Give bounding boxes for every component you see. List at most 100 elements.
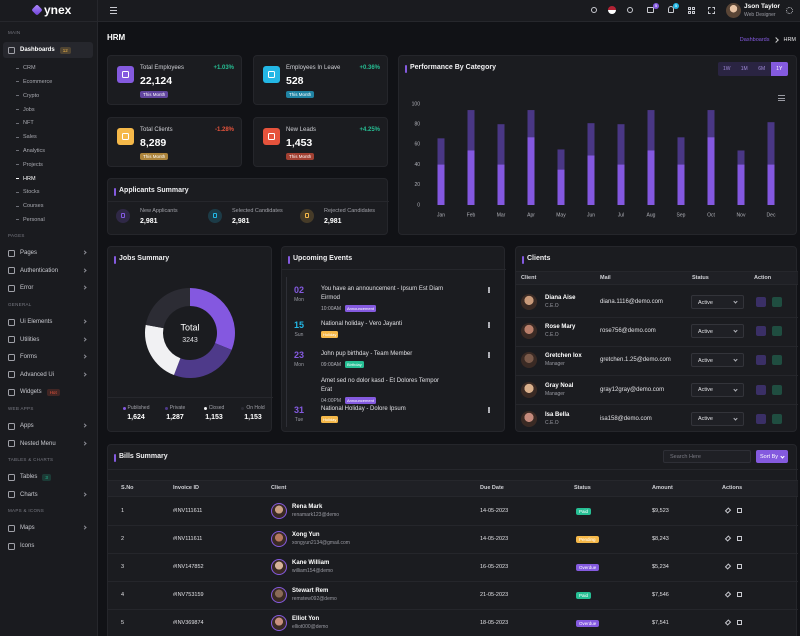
menu-item[interactable]: Widgets Hot: [3, 384, 93, 400]
submenu-item[interactable]: Jobs: [8, 103, 93, 116]
status-select[interactable]: Active: [691, 382, 744, 397]
menu-label[interactable]: Nested Menu: [20, 440, 56, 447]
edit-button[interactable]: [756, 297, 766, 307]
settings-icon[interactable]: [786, 7, 793, 14]
delete-icon[interactable]: [737, 592, 742, 597]
delete-icon[interactable]: [737, 508, 742, 513]
event-menu-dot[interactable]: [488, 322, 490, 324]
event-menu-dot[interactable]: [488, 287, 490, 289]
event-menu-dot[interactable]: [488, 324, 490, 326]
menu-item[interactable]: Authentication: [3, 263, 93, 279]
breadcrumb-link[interactable]: Dashboards: [739, 37, 770, 43]
range-button[interactable]: 6M: [758, 66, 766, 72]
menu-item[interactable]: Tables 3: [3, 469, 93, 485]
sort-button[interactable]: Sort By: [756, 450, 788, 463]
submenu-label[interactable]: Jobs: [23, 106, 35, 113]
submenu-item[interactable]: Projects: [8, 158, 93, 171]
submenu-label[interactable]: CRM: [23, 65, 36, 72]
submenu-item[interactable]: HRM: [8, 172, 93, 185]
menu-item[interactable]: Maps: [3, 520, 93, 536]
submenu-label[interactable]: Personal: [23, 216, 45, 223]
search-icon[interactable]: [591, 7, 597, 13]
menu-toggle-line[interactable]: [110, 7, 117, 8]
delete-button[interactable]: [772, 384, 782, 395]
status-select[interactable]: Active: [691, 324, 744, 339]
menu-toggle-line[interactable]: [110, 13, 117, 14]
menu-item[interactable]: Ui Elements: [3, 314, 93, 330]
submenu-item[interactable]: Ecommerce: [8, 75, 93, 88]
search-input[interactable]: Search Here: [663, 450, 751, 463]
range-button[interactable]: 1W: [723, 66, 731, 72]
submenu-label[interactable]: Crypto: [23, 92, 40, 99]
avatar[interactable]: [726, 3, 741, 18]
delete-button[interactable]: [772, 355, 782, 366]
event-menu-dot[interactable]: [488, 289, 490, 291]
apps-icon-cell[interactable]: [688, 7, 691, 10]
notification-icon[interactable]: [668, 6, 674, 13]
range-button[interactable]: 1M: [740, 66, 748, 72]
status-select[interactable]: Active: [691, 411, 744, 426]
delete-button[interactable]: [772, 413, 782, 424]
menu-item[interactable]: Advanced Ui: [3, 367, 93, 383]
delete-button[interactable]: [772, 297, 782, 307]
submenu-label[interactable]: NFT: [23, 120, 34, 127]
submenu-item[interactable]: Personal: [8, 213, 93, 226]
edit-button[interactable]: [756, 384, 766, 395]
user-name[interactable]: Json Taylor: [744, 3, 781, 10]
menu-item[interactable]: Nested Menu: [3, 436, 93, 452]
submenu-item[interactable]: CRM: [8, 62, 93, 75]
chart-menu-line[interactable]: [778, 97, 785, 99]
status-select[interactable]: Active: [691, 295, 744, 309]
flag-icon[interactable]: [608, 6, 616, 14]
menu-label[interactable]: Maps: [20, 525, 35, 532]
menu-item[interactable]: Error: [3, 280, 93, 296]
submenu-label[interactable]: HRM: [23, 175, 36, 182]
menu-label[interactable]: Tables: [20, 474, 38, 481]
cart-icon[interactable]: [647, 7, 654, 13]
menu-item[interactable]: Icons: [3, 538, 93, 554]
menu-item[interactable]: Pages: [3, 245, 93, 261]
menu-label[interactable]: Forms: [20, 354, 37, 361]
edit-button[interactable]: [756, 355, 766, 366]
delete-icon[interactable]: [737, 564, 742, 569]
submenu-label[interactable]: Projects: [23, 161, 43, 168]
submenu-item[interactable]: Analytics: [8, 144, 93, 157]
chart-menu-line[interactable]: [778, 100, 785, 101]
menu-label[interactable]: Pages: [20, 250, 38, 257]
menu-item[interactable]: Dashboards 12: [3, 42, 93, 58]
event-menu-dot[interactable]: [488, 291, 490, 293]
sort-label[interactable]: Sort By: [759, 453, 779, 460]
delete-icon[interactable]: [737, 620, 742, 625]
menu-label[interactable]: Widgets: [20, 389, 42, 396]
menu-item[interactable]: Utilities: [3, 332, 93, 348]
range-button[interactable]: 1Y: [770, 62, 788, 76]
event-menu-dot[interactable]: [488, 352, 490, 354]
edit-icon[interactable]: [724, 563, 732, 570]
menu-item[interactable]: Apps: [3, 418, 93, 434]
menu-label[interactable]: Apps: [20, 423, 34, 429]
edit-icon[interactable]: [724, 507, 732, 514]
edit-button[interactable]: [756, 413, 766, 424]
menu-label[interactable]: Utilities: [20, 336, 40, 343]
apps-icon-cell[interactable]: [688, 11, 691, 14]
edit-icon[interactable]: [724, 591, 732, 598]
edit-icon[interactable]: [724, 619, 732, 626]
delete-button[interactable]: [772, 326, 782, 337]
submenu-item[interactable]: Courses: [8, 200, 93, 213]
submenu-item[interactable]: Crypto: [8, 89, 93, 102]
submenu-item[interactable]: Sales: [8, 131, 93, 144]
menu-item[interactable]: Charts: [3, 487, 93, 503]
submenu-item[interactable]: Stocks: [8, 186, 93, 199]
event-menu-dot[interactable]: [488, 326, 490, 328]
fullscreen-icon[interactable]: [708, 7, 715, 14]
menu-label[interactable]: Advanced Ui: [20, 371, 55, 378]
chart-menu-line[interactable]: [778, 95, 785, 96]
event-menu-dot[interactable]: [488, 407, 490, 409]
menu-label[interactable]: Ui Elements: [20, 319, 53, 325]
submenu-label[interactable]: Courses: [23, 203, 44, 210]
event-menu-dot[interactable]: [488, 411, 490, 413]
edit-button[interactable]: [756, 326, 766, 337]
submenu-label[interactable]: Ecommerce: [23, 78, 53, 85]
status-select[interactable]: Active: [691, 353, 744, 368]
edit-icon[interactable]: [724, 535, 732, 542]
